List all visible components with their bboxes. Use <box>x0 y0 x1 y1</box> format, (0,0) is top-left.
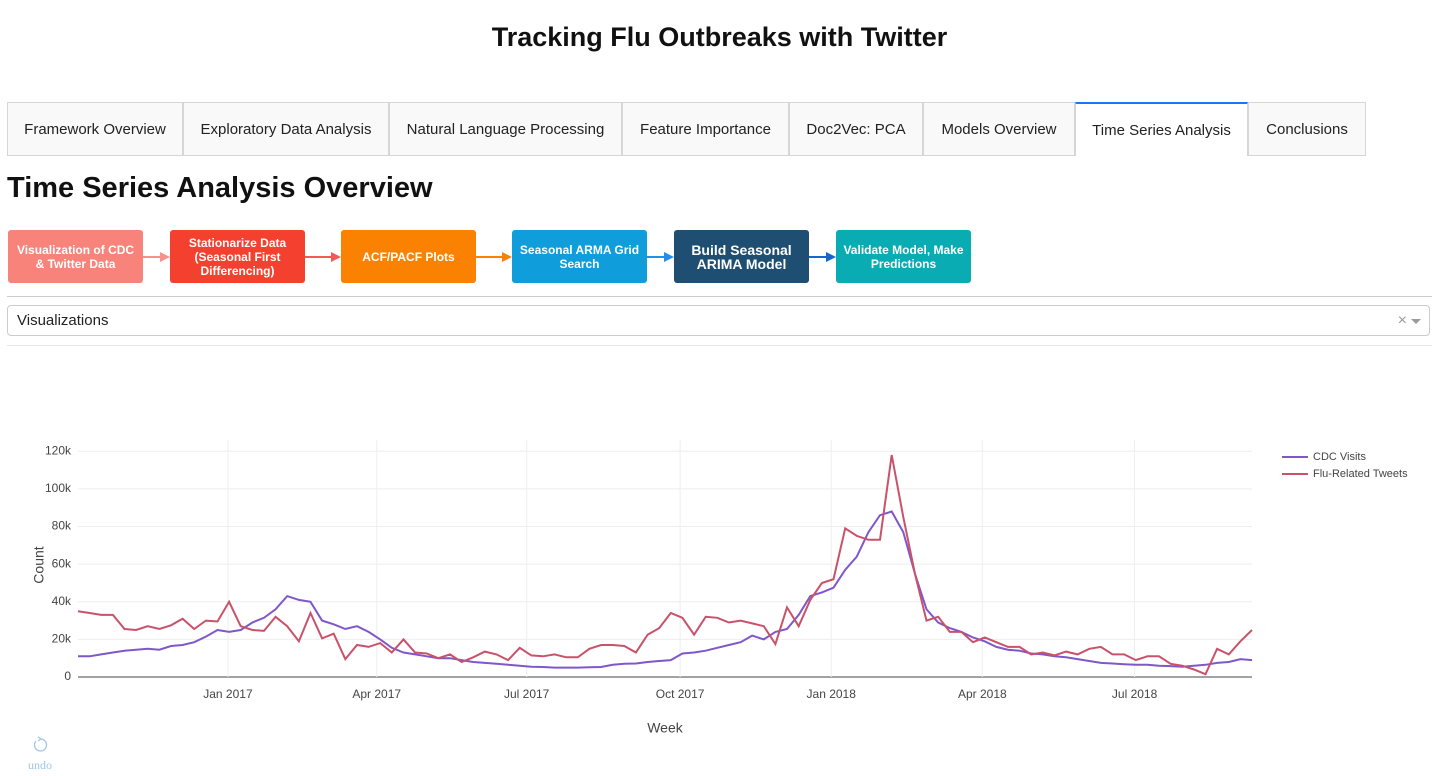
flow-arrow <box>647 252 674 262</box>
y-tick-label: 40k <box>52 594 72 608</box>
data-line <box>78 510 1253 669</box>
y-tick-label: 0 <box>64 669 71 683</box>
flow-step: Seasonal ARMA Grid Search <box>512 230 647 283</box>
x-tick-label: Apr 2017 <box>352 687 401 701</box>
tab[interactable]: Time Series Analysis <box>1075 102 1248 156</box>
x-tick-label: Apr 2018 <box>958 687 1007 701</box>
y-axis-label: Count <box>31 546 47 583</box>
legend-label: Flu-Related Tweets <box>1313 468 1408 480</box>
flow-arrow <box>476 252 512 262</box>
undo-icon <box>33 736 48 752</box>
flow-step: Stationarize Data (Seasonal First Differ… <box>170 230 305 283</box>
y-tick-label: 80k <box>52 519 72 533</box>
tab[interactable]: Natural Language Processing <box>389 102 622 156</box>
dropdown-caret[interactable] <box>1411 319 1421 324</box>
dropdown[interactable]: Visualizations × <box>7 305 1430 336</box>
flow-step: ACF/PACF Plots <box>341 230 476 283</box>
tab[interactable]: Doc2Vec: PCA <box>789 102 923 156</box>
flow-step: Visualization of CDC & Twitter Data <box>8 230 143 283</box>
divider <box>7 345 1432 346</box>
tab[interactable]: Framework Overview <box>7 102 183 156</box>
flow-arrow <box>809 252 836 262</box>
x-axis-label: Week <box>647 720 684 736</box>
undo-label: undo <box>28 758 52 772</box>
y-tick-label: 120k <box>45 443 72 457</box>
x-tick-label: Jan 2018 <box>807 687 857 701</box>
legend-label: CDC Visits <box>1313 451 1366 463</box>
y-tick-label: 100k <box>45 481 72 495</box>
flow-step: Validate Model, Make Predictions <box>836 230 971 283</box>
x-tick-label: Jan 2017 <box>203 687 253 701</box>
flow-arrow <box>305 252 341 262</box>
tab[interactable]: Exploratory Data Analysis <box>183 102 389 156</box>
x-tick-label: Oct 2017 <box>656 687 705 701</box>
dropdown-value: Visualizations <box>17 312 109 329</box>
tab[interactable]: Feature Importance <box>622 102 789 156</box>
divider <box>7 296 1432 297</box>
y-tick-label: 60k <box>52 556 72 570</box>
data-line <box>77 454 1253 676</box>
tab[interactable]: Models Overview <box>923 102 1075 156</box>
chart: undo 0 20k 40k 60k 80k 100k 120k Jan 2017 Apr 20… <box>28 440 1408 772</box>
page-title: Tracking Flu Outbreaks with Twitter <box>491 22 948 52</box>
flow-arrow <box>143 252 170 262</box>
x-tick-label: Jul 2018 <box>1112 687 1158 701</box>
clear-button[interactable]: × <box>1397 312 1407 329</box>
tab[interactable]: Conclusions <box>1248 102 1366 156</box>
x-tick-label: Jul 2017 <box>504 687 550 701</box>
y-tick-label: 20k <box>52 632 72 646</box>
flow-step: Build Seasonal ARIMA Model <box>674 230 809 283</box>
undo-button[interactable]: undo <box>28 736 52 772</box>
section-title: Time Series Analysis Overview <box>7 172 433 204</box>
